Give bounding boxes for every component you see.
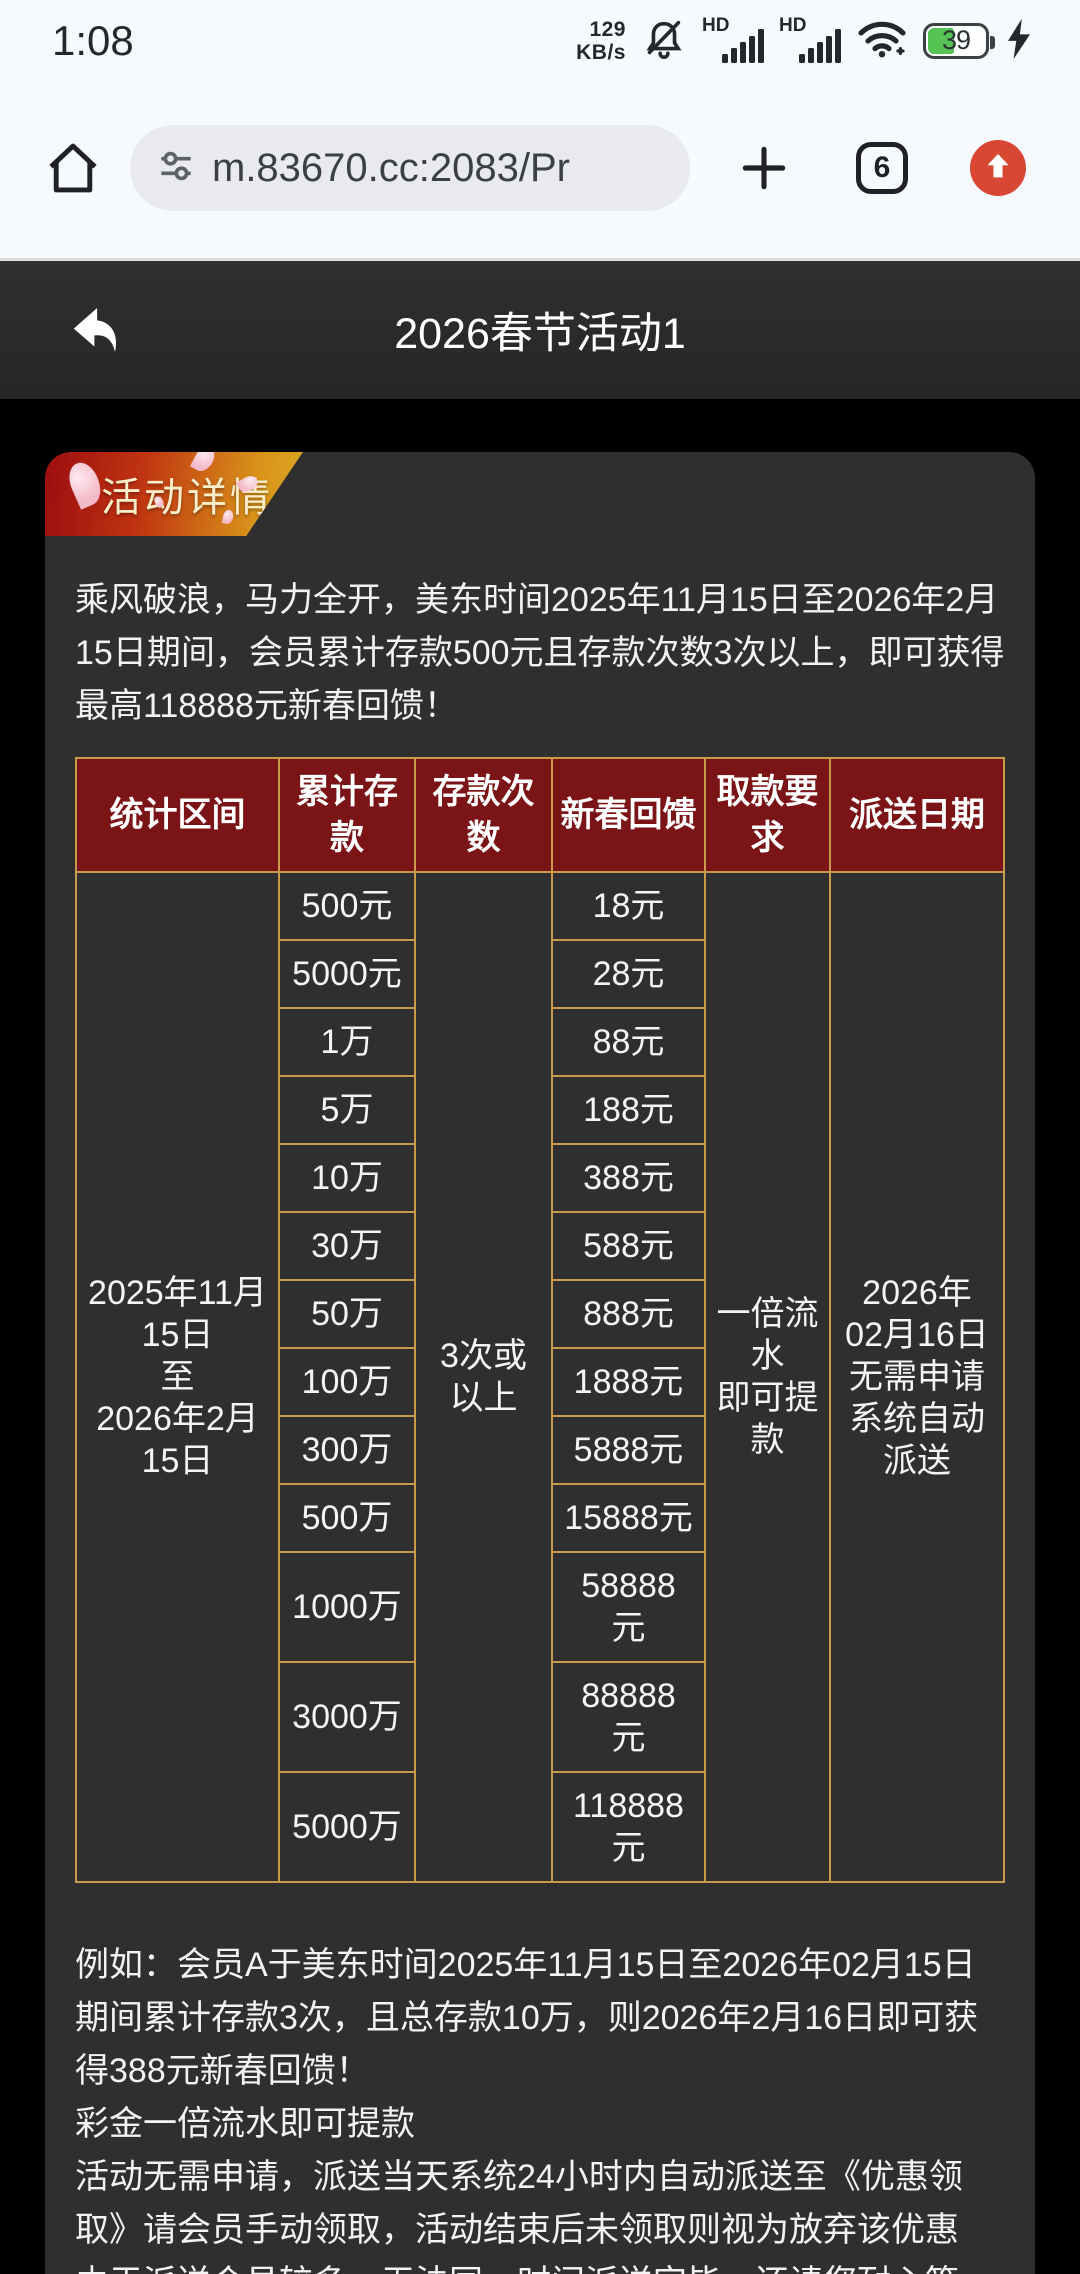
home-button[interactable]	[42, 137, 104, 199]
table-row: 5000万 118888 元	[76, 1771, 1004, 1883]
deposit-cell: 1万	[278, 1007, 416, 1077]
table-row: 1000万 58888 元	[76, 1551, 1004, 1663]
section-ribbon-label: 活动详情	[101, 476, 273, 520]
times-cell: 3次或 以上	[414, 871, 553, 1883]
withdraw-cell: 一倍流 水 即可提 款	[704, 871, 831, 1883]
table-row: 500万 15888元	[76, 1483, 1004, 1553]
deposit-cell: 5000元	[278, 939, 416, 1009]
toolbar-divider	[0, 258, 1080, 261]
page-content: 活动详情 乘风破浪，马力全开，美东时间2025年11月15日至2026年2月15…	[0, 399, 1080, 2274]
bonus-cell: 588元	[551, 1211, 706, 1281]
table-row: 50万 888元	[76, 1279, 1004, 1349]
address-bar[interactable]: m.83670.cc:2083/Pr	[130, 125, 690, 211]
activity-page-header: 2026春节活动1	[0, 261, 1080, 399]
note-patience: 由于派送会员较多，无法同一时间派送完毕，还请您耐心等	[75, 2257, 1005, 2274]
deposit-cell: 3000万	[278, 1661, 416, 1773]
table-row: 3000万 88888 元	[76, 1661, 1004, 1773]
battery-level-fill	[928, 28, 954, 54]
browser-toolbar: m.83670.cc:2083/Pr 6	[0, 78, 1080, 258]
table-row: 5万 188元	[76, 1075, 1004, 1145]
tab-count: 6	[873, 151, 891, 184]
note-turnover: 彩金一倍流水即可提款	[75, 2105, 415, 2143]
activity-notes: 例如：会员A于美东时间2025年11月15日至2026年02月15日期间累计存款…	[75, 1939, 1005, 2274]
col-header-deposit: 累计存款	[278, 757, 416, 873]
bonus-cell: 58888 元	[551, 1551, 706, 1663]
deposit-cell: 500万	[278, 1483, 416, 1553]
status-icons: 129 KB/s HD HD	[576, 15, 1034, 68]
battery-indicator: 39	[923, 23, 995, 59]
deposit-cell: 5000万	[278, 1771, 416, 1883]
reward-table: 统计区间 累计存款 存款次数 新春回馈 取款要求 派送日期 2025年11月 1…	[75, 757, 1005, 1883]
table-row: 30万 588元	[76, 1211, 1004, 1281]
table-row: 10万 388元	[76, 1143, 1004, 1213]
bonus-cell: 15888元	[551, 1483, 706, 1553]
page-title: 2026春节活动1	[394, 310, 686, 358]
section-ribbon: 活动详情	[45, 452, 303, 536]
col-header-bonus: 新春回馈	[551, 757, 706, 873]
table-header-row: 统计区间 累计存款 存款次数 新春回馈 取款要求 派送日期	[75, 757, 1005, 873]
site-settings-icon	[154, 144, 198, 193]
bonus-cell: 5888元	[551, 1415, 706, 1485]
bonus-cell: 88888 元	[551, 1661, 706, 1773]
deposit-cell: 10万	[278, 1143, 416, 1213]
cellular-signal-sim2-icon: HD	[779, 15, 841, 65]
delivery-cell: 2026年 02月16日 无需申请 系统自动 派送	[829, 871, 1005, 1883]
cellular-signal-sim1-icon: HD	[702, 15, 764, 65]
back-button[interactable]	[50, 287, 136, 373]
update-button[interactable]	[970, 140, 1026, 196]
back-arrow-icon	[73, 308, 117, 352]
bonus-cell: 1888元	[551, 1347, 706, 1417]
note-dispatch: 活动无需申请，派送当天系统24小时内自动派送至《优惠领取》请会员手动领取，活动结…	[75, 2158, 963, 2249]
charging-bolt-icon	[1004, 17, 1034, 66]
bonus-cell: 88元	[551, 1007, 706, 1077]
bonus-cell: 28元	[551, 939, 706, 1009]
table-row: 2025年11月 15日 至 2026年2月 15日 500元 3次或 以上 1…	[75, 871, 1005, 1883]
network-speed: 129 KB/s	[576, 18, 626, 64]
col-header-withdraw: 取款要求	[704, 757, 831, 873]
deposit-cell: 50万	[278, 1279, 416, 1349]
new-tab-button[interactable]	[736, 140, 792, 196]
wifi-icon	[856, 17, 908, 66]
bonus-cell: 888元	[551, 1279, 706, 1349]
status-bar: 1:08 129 KB/s HD HD	[0, 0, 1080, 78]
notifications-muted-icon	[641, 15, 687, 68]
activity-card: 活动详情 乘风破浪，马力全开，美东时间2025年11月15日至2026年2月15…	[45, 452, 1035, 2274]
table-row: 5000元 28元	[76, 939, 1004, 1009]
table-row: 300万 5888元	[76, 1415, 1004, 1485]
period-cell: 2025年11月 15日 至 2026年2月 15日	[75, 871, 280, 1883]
bonus-cell: 18元	[551, 871, 706, 941]
deposit-cell: 100万	[278, 1347, 416, 1417]
battery-percent: 39	[941, 24, 971, 55]
url-text: m.83670.cc:2083/Pr	[212, 145, 570, 190]
clock: 1:08	[52, 17, 134, 64]
col-header-period: 统计区间	[75, 757, 280, 873]
col-header-times: 存款次数	[414, 757, 553, 873]
tab-switcher-button[interactable]: 6	[856, 142, 908, 194]
bonus-cell: 118888 元	[551, 1771, 706, 1883]
table-row: 1万 88元	[76, 1007, 1004, 1077]
deposit-cell: 300万	[278, 1415, 416, 1485]
deposit-cell: 5万	[278, 1075, 416, 1145]
activity-description: 乘风破浪，马力全开，美东时间2025年11月15日至2026年2月15日期间，会…	[75, 581, 1005, 725]
col-header-delivery: 派送日期	[829, 757, 1005, 873]
bonus-cell: 388元	[551, 1143, 706, 1213]
table-row: 100万 1888元	[76, 1347, 1004, 1417]
deposit-cell: 1000万	[278, 1551, 416, 1663]
deposit-cell: 30万	[278, 1211, 416, 1281]
note-example: 例如：会员A于美东时间2025年11月15日至2026年02月15日期间累计存款…	[75, 1946, 979, 2090]
bonus-cell: 188元	[551, 1075, 706, 1145]
deposit-cell: 500元	[278, 871, 416, 941]
arrow-up-icon	[981, 149, 1015, 188]
